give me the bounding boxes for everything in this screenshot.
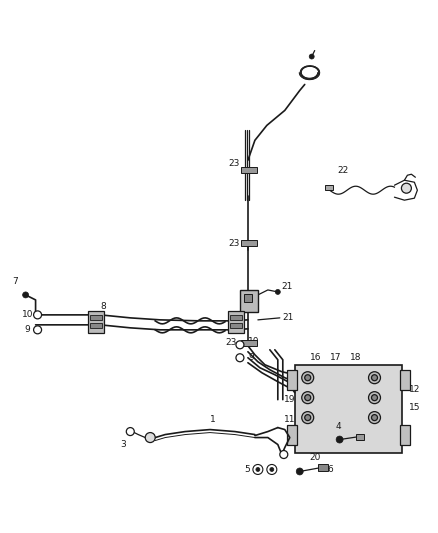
Circle shape xyxy=(368,372,381,384)
Text: 4: 4 xyxy=(336,422,341,431)
Text: 20: 20 xyxy=(310,453,321,462)
Bar xyxy=(241,340,257,346)
Text: 22: 22 xyxy=(338,166,349,175)
Circle shape xyxy=(34,311,42,319)
Circle shape xyxy=(23,292,28,298)
Bar xyxy=(88,311,104,333)
Text: 7: 7 xyxy=(13,278,18,286)
Circle shape xyxy=(126,427,134,435)
Text: 8: 8 xyxy=(245,302,251,311)
Circle shape xyxy=(305,415,311,421)
Circle shape xyxy=(302,411,314,424)
Text: 8: 8 xyxy=(100,302,106,311)
Text: 6: 6 xyxy=(328,465,333,474)
Bar xyxy=(295,365,403,453)
Bar xyxy=(400,370,410,390)
Text: 23: 23 xyxy=(225,338,237,348)
Bar xyxy=(230,315,242,320)
Text: 1: 1 xyxy=(210,415,216,424)
Circle shape xyxy=(253,464,263,474)
Circle shape xyxy=(145,433,155,442)
Bar xyxy=(287,425,297,445)
Circle shape xyxy=(236,354,244,362)
Text: 9: 9 xyxy=(25,325,30,334)
Text: 10: 10 xyxy=(21,310,33,319)
Circle shape xyxy=(302,372,314,384)
Bar xyxy=(356,433,364,440)
Text: 21: 21 xyxy=(283,313,294,322)
Circle shape xyxy=(280,450,288,458)
Text: 12: 12 xyxy=(410,385,421,394)
Circle shape xyxy=(368,411,381,424)
Circle shape xyxy=(270,467,274,472)
Bar xyxy=(325,185,332,190)
Text: 9: 9 xyxy=(248,353,254,362)
Circle shape xyxy=(305,394,311,401)
Bar xyxy=(287,370,297,390)
Text: 10: 10 xyxy=(248,337,259,346)
Bar xyxy=(90,315,102,320)
Circle shape xyxy=(371,415,378,421)
Bar xyxy=(318,464,328,472)
Circle shape xyxy=(236,341,244,349)
Text: 11: 11 xyxy=(284,415,295,424)
Bar xyxy=(90,323,102,328)
Circle shape xyxy=(305,375,311,381)
Text: 5: 5 xyxy=(244,465,250,474)
Circle shape xyxy=(371,394,378,401)
Circle shape xyxy=(276,289,280,294)
Text: 19: 19 xyxy=(284,395,295,404)
Circle shape xyxy=(302,392,314,403)
Circle shape xyxy=(368,392,381,403)
Text: 21: 21 xyxy=(282,282,293,292)
Bar xyxy=(230,323,242,328)
Circle shape xyxy=(296,468,303,475)
Circle shape xyxy=(309,54,314,59)
Circle shape xyxy=(336,436,343,443)
Text: 17: 17 xyxy=(330,353,341,362)
Circle shape xyxy=(401,183,411,193)
Text: 15: 15 xyxy=(410,403,421,412)
Bar xyxy=(241,167,257,173)
Bar xyxy=(228,311,244,333)
Bar xyxy=(244,294,252,302)
Text: 3: 3 xyxy=(120,440,126,449)
Text: 16: 16 xyxy=(310,353,321,362)
Bar xyxy=(240,290,258,312)
Circle shape xyxy=(267,464,277,474)
Circle shape xyxy=(256,467,260,472)
Text: 23: 23 xyxy=(228,159,239,168)
Text: 18: 18 xyxy=(350,353,361,362)
Bar xyxy=(241,240,257,246)
Circle shape xyxy=(34,326,42,334)
Circle shape xyxy=(371,375,378,381)
Text: 23: 23 xyxy=(228,239,239,247)
Bar xyxy=(400,425,410,445)
